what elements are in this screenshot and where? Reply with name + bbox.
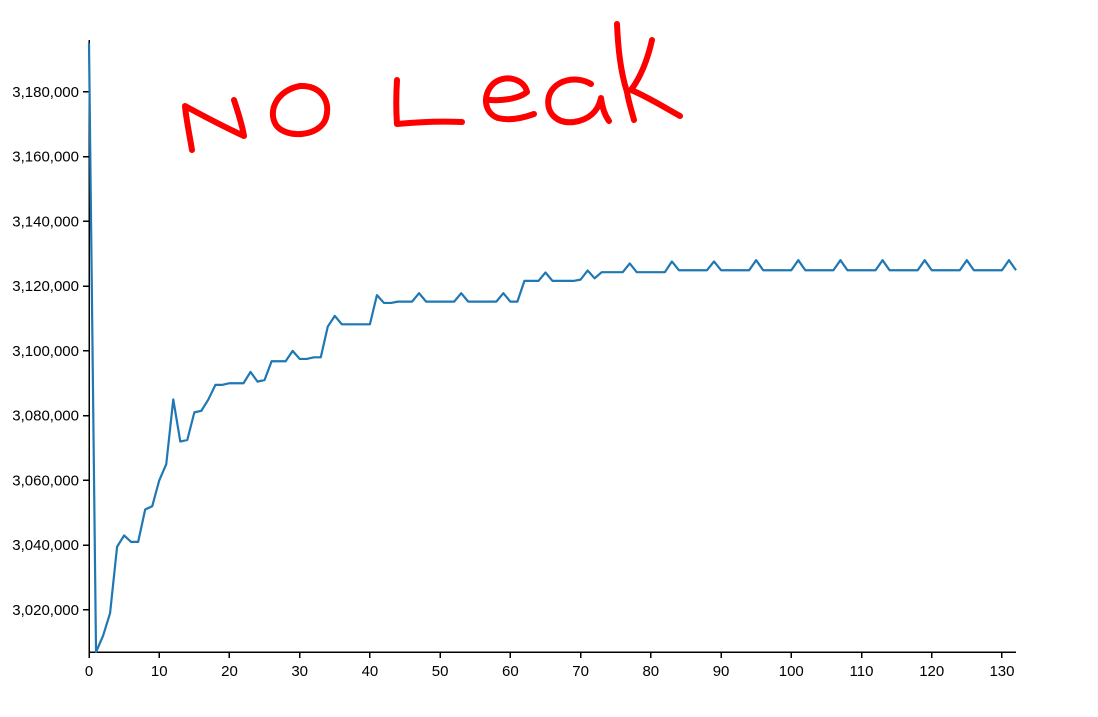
y-axis: 3,020,000 3,040,000 3,060,000 3,080,000 3,10…	[12, 40, 90, 652]
y-tick-label: 3,140,000	[12, 213, 79, 230]
y-tick-label: 3,080,000	[12, 408, 79, 425]
annotation-letter-o	[269, 83, 331, 138]
annotation-letter-k	[614, 21, 683, 123]
annotation-letter-n	[182, 97, 247, 153]
x-tick-label: 20	[221, 663, 238, 680]
y-tick-label: 3,020,000	[12, 602, 79, 619]
x-tick-label: 40	[362, 663, 379, 680]
series-line-0	[87, 43, 1017, 654]
x-tick-label: 80	[642, 663, 659, 680]
y-tick-label: 3,060,000	[12, 472, 79, 489]
x-tick-label: 10	[151, 663, 168, 680]
x-tick-label: 0	[85, 663, 93, 680]
annotation-letter-l	[393, 77, 465, 127]
x-tick-label: 120	[919, 663, 944, 680]
x-tick-label: 110	[850, 663, 874, 680]
x-tick-label: 90	[713, 663, 730, 680]
x-tick-label: 50	[432, 663, 449, 680]
y-tick-label: 3,040,000	[12, 537, 79, 554]
annotation-letter-a	[545, 76, 612, 126]
y-tick-label: 3,180,000	[12, 84, 79, 101]
handwritten-annotation	[182, 21, 683, 153]
y-tick-label: 3,120,000	[12, 278, 79, 295]
x-axis: 0 10 20 30 40 50 60 70 80 90 100 110 120 130	[85, 651, 1016, 680]
x-tick-label: 30	[291, 663, 308, 680]
x-tick-label: 100	[779, 663, 804, 680]
annotation-letter-e	[483, 75, 537, 123]
x-tick-label: 130	[989, 663, 1014, 680]
x-tick-label: 70	[572, 663, 589, 680]
x-tick-label: 60	[502, 663, 519, 680]
y-tick-label: 3,160,000	[12, 149, 79, 166]
y-tick-label: 3,100,000	[12, 343, 79, 360]
plot-area	[87, 43, 1017, 654]
